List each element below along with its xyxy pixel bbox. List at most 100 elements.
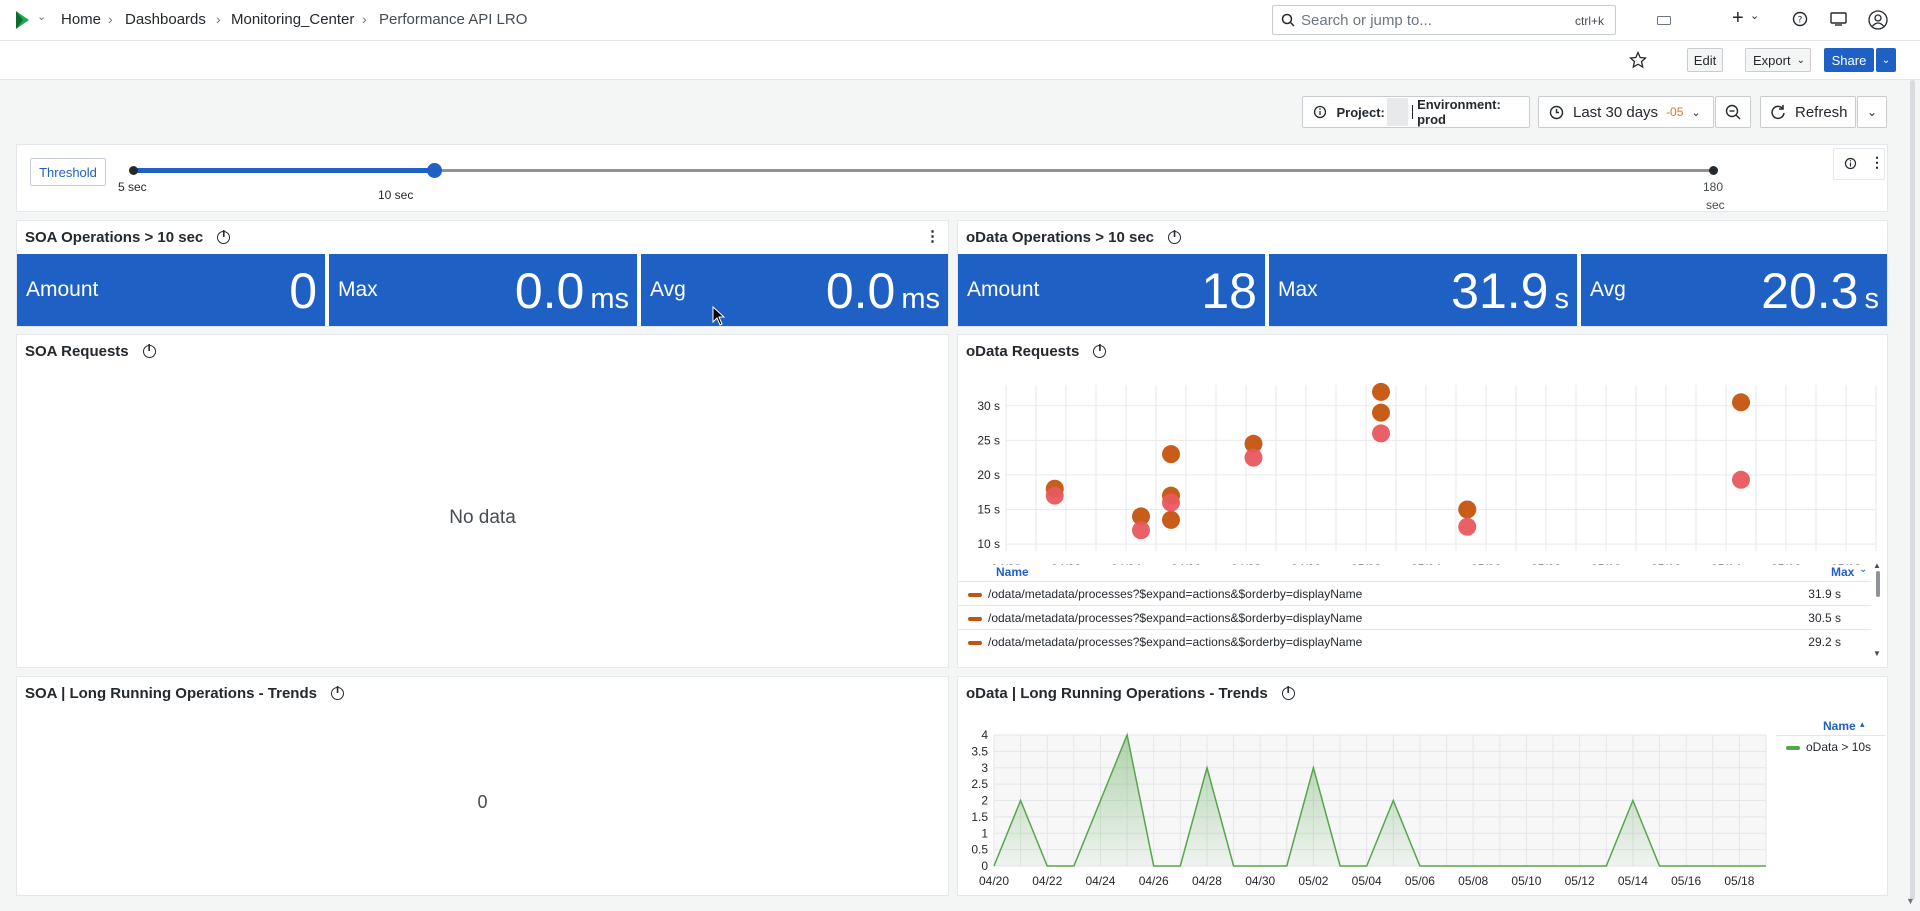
- info-icon[interactable]: [217, 230, 231, 244]
- y-tick-label: 0.5: [971, 843, 988, 857]
- divider: [1412, 105, 1414, 119]
- odata-trends-chart[interactable]: 0 0.5 1 1.5 2 2.5 3 3.5 4 04/20 04/22 04/24 04/26 04/…: [958, 705, 1778, 895]
- y-tick-label: 2: [981, 794, 988, 808]
- stat-value: 0: [289, 262, 317, 320]
- timezone-offset: -05: [1666, 105, 1684, 119]
- refresh-button[interactable]: Refresh: [1760, 96, 1856, 128]
- chevron-down-icon: ⌄: [1691, 106, 1701, 119]
- breadcrumb-dashboards[interactable]: Dashboards: [125, 11, 206, 28]
- search-input[interactable]: Search or jump to... ctrl+k: [1272, 5, 1671, 35]
- stat-label: Avg: [650, 278, 686, 301]
- info-icon[interactable]: [1281, 686, 1295, 700]
- info-icon[interactable]: [142, 344, 156, 358]
- logo-icon[interactable]: [14, 10, 32, 30]
- menu-icon[interactable]: ⋮: [1870, 154, 1884, 170]
- odata-requests-chart[interactable]: 10 s 15 s 20 s 25 s 30 s 04/20 04/22 04/24 04/26…: [958, 365, 1887, 565]
- zoom-out-button[interactable]: [1715, 96, 1751, 128]
- star-icon[interactable]: [1629, 51, 1647, 69]
- slider-fill: [133, 168, 434, 173]
- x-tick-label: 05/10: [1511, 874, 1541, 888]
- legend-row[interactable]: /odata/metadata/processes?$expand=action…: [958, 629, 1871, 654]
- scroll-down-icon[interactable]: ▼: [1873, 649, 1881, 658]
- chevron-down-icon[interactable]: ⌄: [1750, 10, 1760, 22]
- search-icon: [1281, 13, 1295, 27]
- scatter-point: [1132, 507, 1150, 526]
- stat-number: 18: [1201, 263, 1257, 319]
- series-swatch: [968, 617, 982, 621]
- slider-handle[interactable]: [427, 163, 442, 178]
- info-icon[interactable]: [1844, 157, 1857, 170]
- legend-row[interactable]: /odata/metadata/processes?$expand=action…: [958, 581, 1871, 606]
- panel-title-text: SOA Requests: [25, 343, 129, 360]
- time-range: Last 30 days: [1573, 103, 1659, 121]
- page-scrollbar[interactable]: [1910, 80, 1915, 900]
- refresh-label: Refresh: [1795, 103, 1848, 121]
- info-icon[interactable]: [1093, 344, 1107, 358]
- info-icon[interactable]: [1168, 230, 1181, 244]
- scatter-point: [1244, 434, 1263, 453]
- scatter-point: [1458, 500, 1477, 519]
- scatter-point: [1045, 486, 1064, 505]
- time-picker[interactable]: Last 30 days -05 ⌄: [1538, 96, 1714, 128]
- stat-unit: s: [1554, 283, 1570, 315]
- panel-title: oData | Long Running Operations - Trends: [966, 685, 1295, 702]
- odata-requests-panel: oData Requests 10 s 15 s 20 s 25 s 30 s 04/20…: [957, 334, 1888, 668]
- legend-scrollbar[interactable]: [1876, 571, 1880, 597]
- avatar-icon[interactable]: [1868, 10, 1888, 30]
- edit-button[interactable]: Edit: [1687, 48, 1723, 72]
- breadcrumb-home[interactable]: Home: [61, 11, 102, 28]
- x-tick-label: 05/02: [1351, 562, 1381, 565]
- stat-number: 31.9: [1451, 263, 1549, 319]
- legend-header-name[interactable]: Name: [996, 565, 1029, 579]
- stat-unit: ms: [590, 283, 629, 315]
- no-data-message: No data: [449, 507, 516, 528]
- x-tick-label: 05/06: [1405, 874, 1435, 888]
- slider-track[interactable]: [133, 169, 1713, 172]
- x-tick-label: 05/12: [1565, 874, 1595, 888]
- share-menu-button[interactable]: ⌄: [1876, 48, 1896, 72]
- stat-label: Max: [338, 278, 378, 301]
- x-tick-label: 05/08: [1458, 874, 1488, 888]
- legend-header-name[interactable]: Name: [1823, 719, 1856, 733]
- scatter-point: [1458, 517, 1477, 536]
- legend-row[interactable]: /odata/metadata/processes?$expand=action…: [958, 605, 1871, 630]
- panel-title-text: oData Operations > 10 sec: [966, 229, 1154, 246]
- scroll-up-icon[interactable]: ▲: [1873, 561, 1881, 570]
- x-tick-label: 04/26: [1139, 874, 1169, 888]
- y-tick-label: 3: [981, 761, 988, 775]
- help-icon[interactable]: ?: [1792, 11, 1808, 27]
- news-icon[interactable]: [1830, 12, 1847, 26]
- legend-series-name: /odata/metadata/processes?$expand=action…: [988, 611, 1363, 625]
- x-tick-label: 05/14: [1618, 874, 1648, 888]
- slider-min-label: 5 sec: [118, 180, 147, 194]
- keyboard-icon: [1657, 16, 1671, 25]
- slider-min-dot: [129, 166, 138, 175]
- panel-title: oData Requests: [966, 343, 1107, 360]
- chevron-down-icon[interactable]: ⌄: [37, 11, 47, 23]
- soa-operations-panel: SOA Operations > 10 sec ⋮ Amount 0 Max 0…: [16, 220, 949, 327]
- threshold-panel: Threshold 5 sec 10 sec 180 sec ⋮: [16, 144, 1888, 212]
- scroll-down-icon[interactable]: ▼: [1906, 896, 1915, 906]
- plus-icon[interactable]: +: [1732, 7, 1744, 29]
- project-value[interactable]: [1386, 98, 1409, 126]
- environment-filter[interactable]: Environment: prod: [1417, 97, 1501, 127]
- variables-bar[interactable]: Project: Environment: prod: [1302, 96, 1530, 128]
- legend-header-max[interactable]: Max: [1831, 565, 1855, 579]
- y-tick-label: 0: [981, 859, 988, 873]
- scatter-point: [1132, 521, 1150, 540]
- legend-row[interactable]: oData > 10s: [1776, 735, 1886, 760]
- info-icon[interactable]: [330, 686, 344, 700]
- refresh-interval-button[interactable]: ⌄: [1857, 96, 1887, 128]
- x-tick-label: 05/08: [1531, 562, 1561, 565]
- export-button[interactable]: Export ⌄: [1745, 48, 1811, 72]
- series-swatch: [968, 593, 982, 597]
- share-button[interactable]: Share: [1824, 48, 1874, 72]
- y-tick-label: 25 s: [977, 433, 1000, 447]
- menu-icon[interactable]: ⋮: [925, 228, 940, 245]
- panel-header-actions: ⋮: [1833, 148, 1885, 180]
- stat-unit: ms: [901, 283, 940, 315]
- x-tick-label: 04/26: [1171, 562, 1201, 565]
- threshold-label: Threshold: [30, 158, 106, 186]
- y-tick-label: 20 s: [977, 468, 1000, 482]
- breadcrumb-folder[interactable]: Monitoring_Center: [231, 11, 355, 28]
